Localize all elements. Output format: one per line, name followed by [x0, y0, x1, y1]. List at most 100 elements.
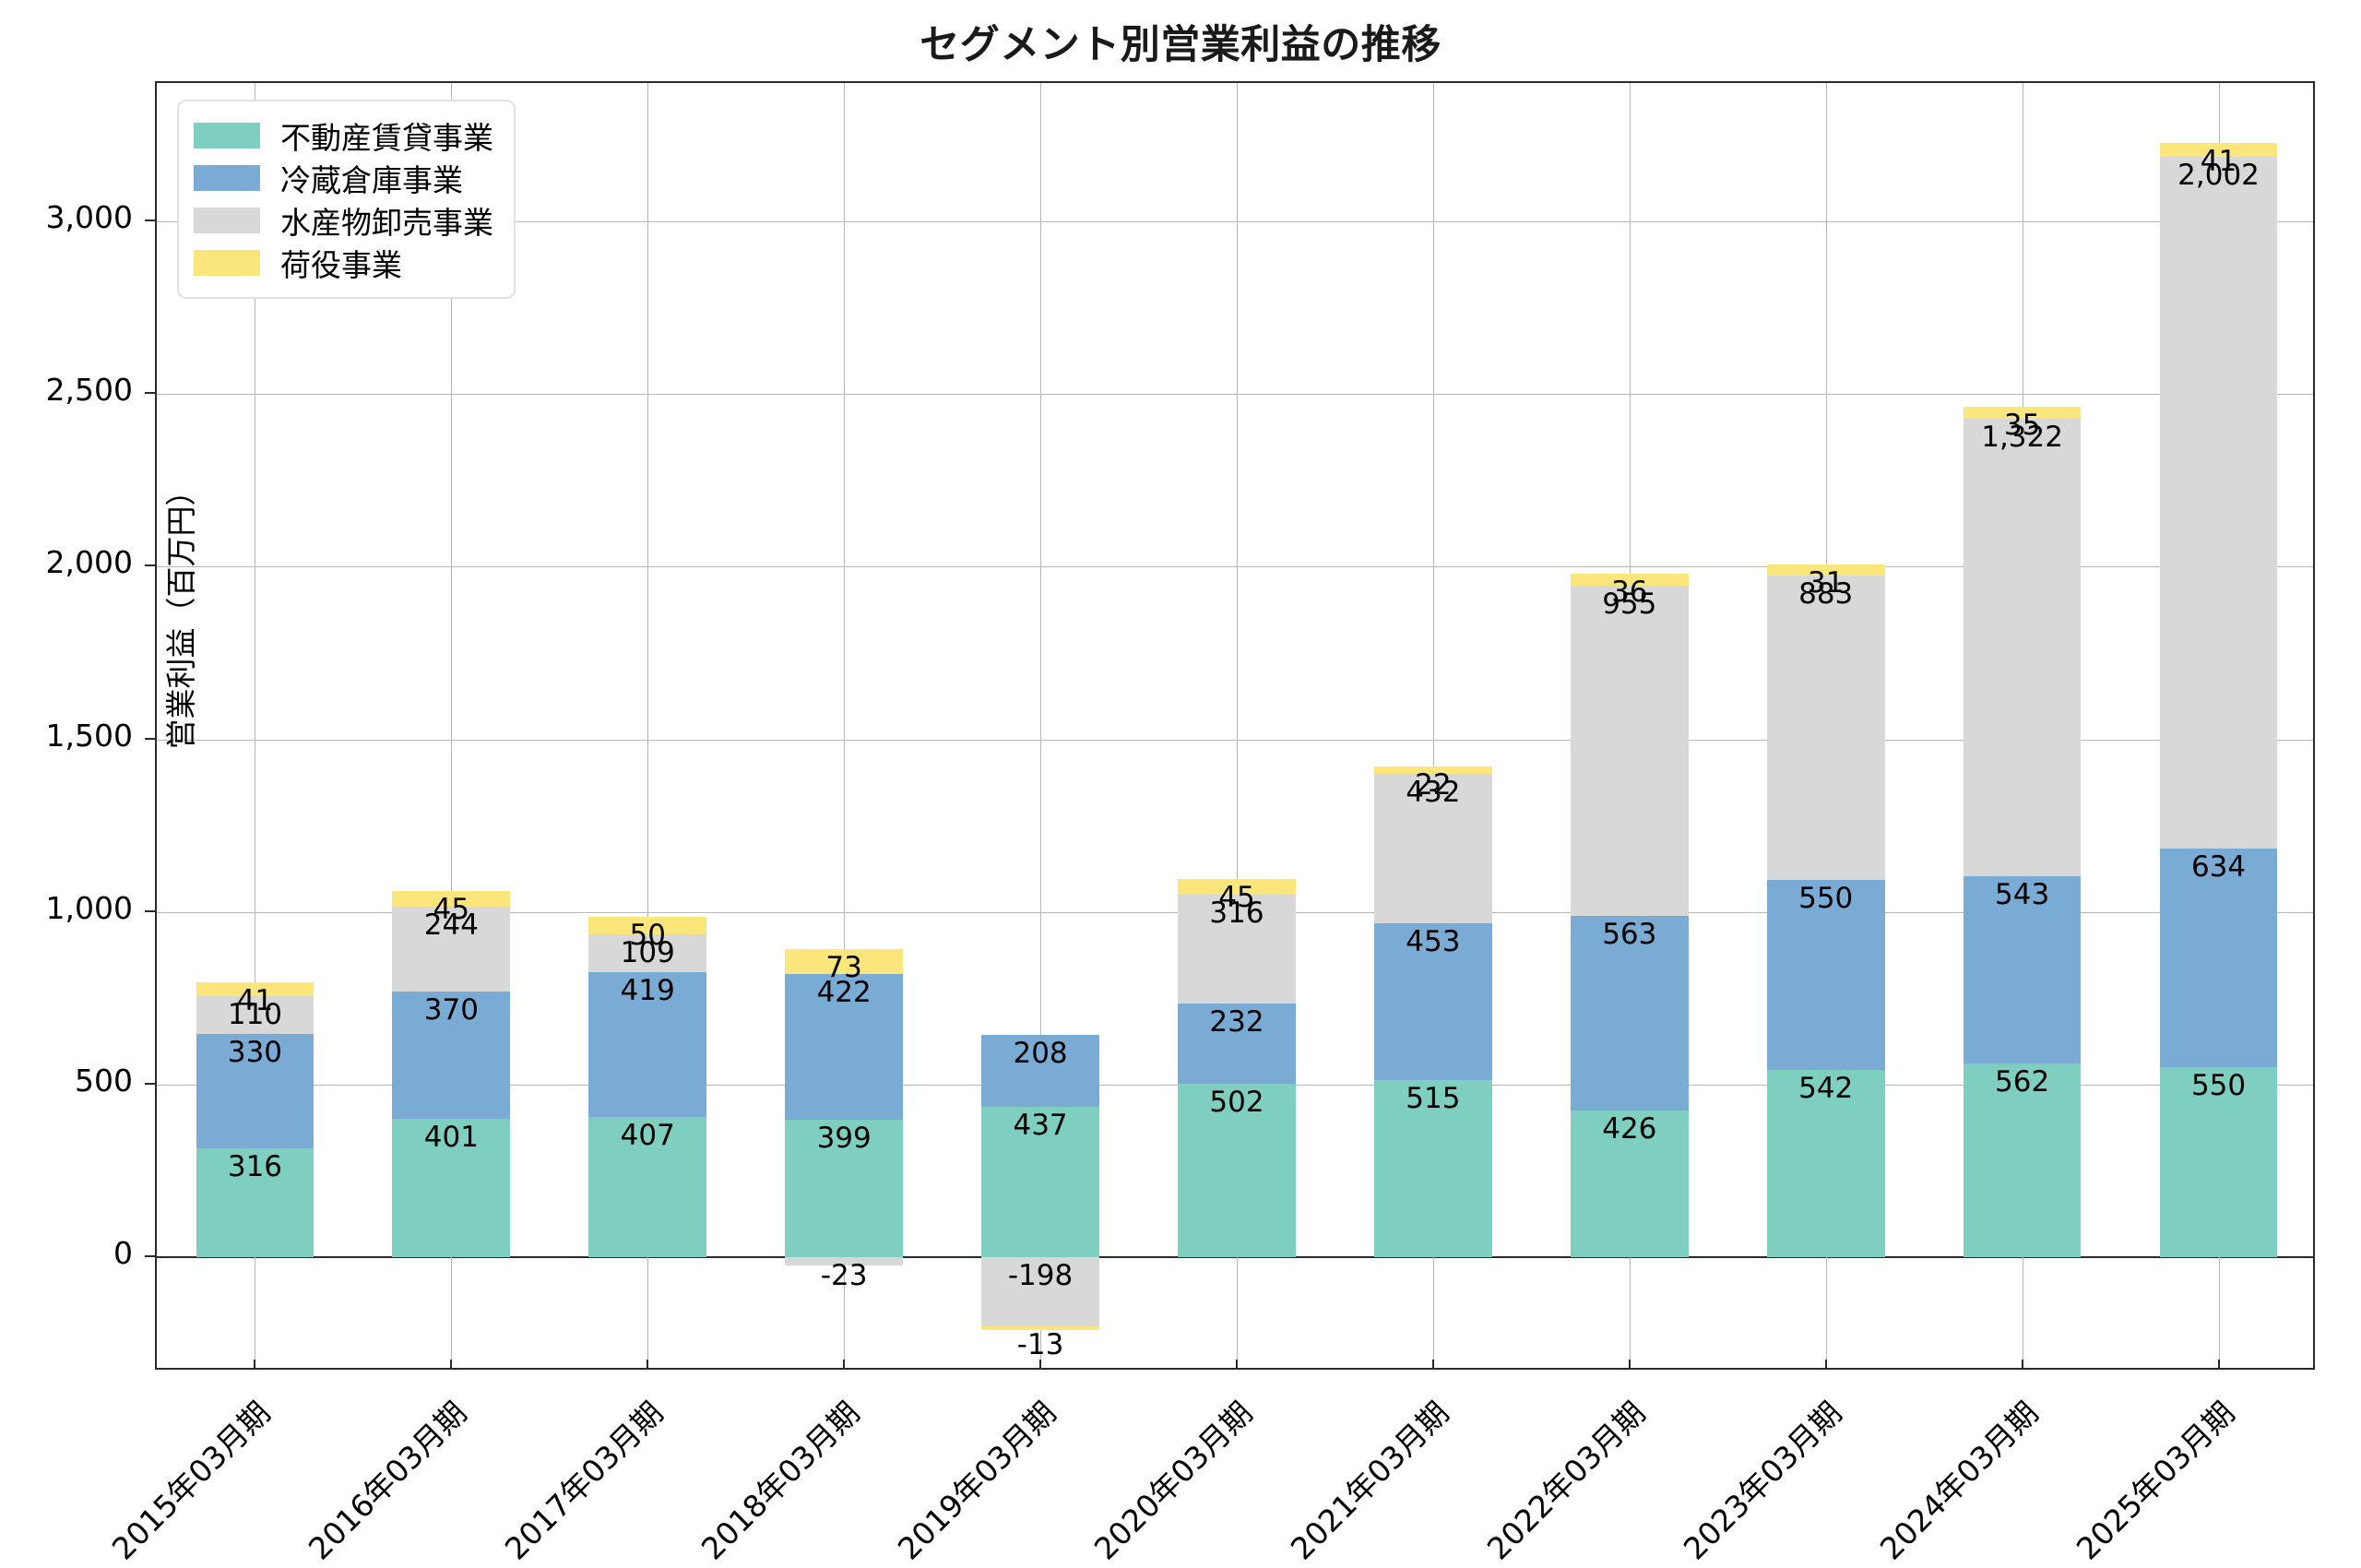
legend-label: 冷蔵倉庫事業 — [280, 162, 463, 198]
bar-segment[interactable] — [1178, 1004, 1296, 1085]
legend-item[interactable]: 水産物卸売事業 — [194, 199, 493, 242]
legend-label: 水産物卸売事業 — [280, 205, 493, 241]
bar-segment[interactable] — [588, 934, 707, 973]
bar-segment[interactable] — [1178, 895, 1296, 1004]
bar-group[interactable]: 502 232 316 45 — [1178, 83, 1296, 1368]
x-tick-label: 2024年03月期 — [1872, 1394, 2046, 1567]
bar-group[interactable]: 542 550 883 31 — [1766, 83, 1885, 1368]
y-tick-mark — [145, 392, 155, 395]
gridline-vertical — [451, 83, 453, 1368]
bar-segment[interactable] — [2159, 142, 2278, 158]
legend-swatch-2 — [194, 165, 260, 191]
bar-segment[interactable] — [1570, 586, 1689, 916]
gridline-vertical — [844, 83, 846, 1368]
x-tick-label: 2015年03月期 — [105, 1394, 278, 1567]
bar-group[interactable]: 426 563 955 36 — [1570, 83, 1689, 1368]
bar-segment[interactable] — [1963, 875, 2082, 1063]
bar-segment[interactable] — [1963, 1063, 2082, 1258]
bar-segment[interactable] — [2159, 1067, 2278, 1258]
legend-label: 不動産賃貸事業 — [280, 120, 493, 156]
y-tick-mark — [145, 909, 155, 912]
y-tick-mark — [145, 737, 155, 740]
x-tick-label: 2023年03月期 — [1676, 1394, 1849, 1567]
bar-segment[interactable] — [981, 1257, 1099, 1326]
y-tick-mark — [145, 1255, 155, 1258]
bar-segment[interactable] — [2159, 157, 2278, 849]
x-tick-mark — [1628, 1360, 1631, 1369]
legend-item[interactable]: 荷役事業 — [194, 242, 493, 284]
y-tick-label: 1,000 — [45, 889, 133, 926]
bar-segment[interactable] — [1963, 419, 2082, 876]
x-tick-label: 2020年03月期 — [1086, 1394, 1260, 1567]
bar-segment[interactable] — [1766, 575, 1885, 881]
bar-segment[interactable] — [1766, 564, 1885, 576]
y-tick-label: 2,500 — [45, 372, 133, 409]
bar-segment[interactable] — [1570, 573, 1689, 587]
bar-segment[interactable] — [392, 907, 511, 992]
bar-segment[interactable] — [1766, 880, 1885, 1071]
bar-segment[interactable] — [196, 996, 314, 1035]
x-tick-mark — [843, 1360, 846, 1369]
legend-swatch-4 — [194, 250, 260, 276]
x-tick-mark — [647, 1360, 649, 1369]
bar-segment[interactable] — [1374, 1079, 1492, 1258]
bar-segment[interactable] — [785, 948, 904, 974]
bar-segment[interactable] — [196, 1034, 314, 1149]
bar-segment[interactable] — [588, 972, 707, 1117]
bar-segment[interactable] — [1178, 879, 1296, 896]
x-tick-label: 2019年03月期 — [890, 1394, 1063, 1567]
y-tick-label: 500 — [75, 1063, 133, 1099]
bar-group[interactable]: 407 419 109 50 — [588, 83, 707, 1368]
bar-segment[interactable] — [1570, 915, 1689, 1111]
bar-group[interactable]: 437 208 -198 -13 — [981, 83, 1099, 1368]
bar-segment[interactable] — [588, 917, 707, 935]
bar-segment[interactable] — [981, 1106, 1099, 1258]
bar-segment[interactable] — [392, 1119, 511, 1258]
zero-baseline — [157, 1256, 2313, 1259]
bar-segment[interactable] — [1570, 1110, 1689, 1258]
x-tick-label: 2021年03月期 — [1283, 1394, 1456, 1567]
chart-legend: 不動産賃貸事業 冷蔵倉庫事業 水産物卸売事業 荷役事業 — [177, 100, 516, 299]
y-tick-label: 3,000 — [45, 198, 133, 235]
legend-item[interactable]: 不動産賃貸事業 — [194, 114, 493, 157]
x-tick-mark — [1039, 1360, 1042, 1369]
bar-group[interactable]: 550 634 2,002 41 — [2159, 83, 2278, 1368]
x-tick-label: 2022年03月期 — [1479, 1394, 1653, 1567]
bar-segment[interactable] — [2159, 848, 2278, 1068]
bar-segment[interactable] — [785, 1119, 904, 1258]
x-tick-mark — [254, 1360, 256, 1369]
bar-segment[interactable] — [1374, 766, 1492, 775]
gridline-vertical — [647, 83, 649, 1368]
bar-segment[interactable] — [981, 1325, 1099, 1331]
legend-item[interactable]: 冷蔵倉庫事業 — [194, 157, 493, 199]
gridline-vertical — [1432, 83, 1434, 1368]
bar-segment[interactable] — [1963, 407, 2082, 420]
x-tick-mark — [450, 1360, 453, 1369]
bar-segment[interactable] — [785, 1257, 904, 1265]
x-tick-mark — [1431, 1360, 1434, 1369]
bar-segment[interactable] — [392, 991, 511, 1120]
bar-segment[interactable] — [1766, 1070, 1885, 1258]
y-tick-mark — [145, 564, 155, 567]
bar-group[interactable]: 399 422 -23 73 — [785, 83, 904, 1368]
legend-swatch-3 — [194, 208, 260, 233]
bar-segment[interactable] — [1178, 1084, 1296, 1258]
gridline-horizontal — [157, 220, 2313, 222]
bar-segment[interactable] — [196, 1148, 314, 1258]
bar-group[interactable]: 515 453 432 22 — [1374, 83, 1492, 1368]
bar-segment[interactable] — [785, 973, 904, 1120]
bar-segment[interactable] — [1374, 774, 1492, 923]
bar-group[interactable]: 562 543 1,322 35 — [1963, 83, 2082, 1368]
bar-segment[interactable] — [392, 891, 511, 908]
bar-segment[interactable] — [196, 981, 314, 997]
gridline-vertical — [1040, 83, 1042, 1368]
bar-segment[interactable] — [588, 1116, 707, 1258]
x-tick-label: 2017年03月期 — [498, 1394, 670, 1567]
bar-segment[interactable] — [1374, 922, 1492, 1080]
gridline-horizontal — [157, 394, 2313, 396]
bar-segment[interactable] — [981, 1034, 1099, 1107]
gridline-horizontal — [157, 566, 2313, 568]
x-tick-label: 2025年03月期 — [2069, 1394, 2242, 1567]
x-tick-mark — [1824, 1360, 1827, 1369]
